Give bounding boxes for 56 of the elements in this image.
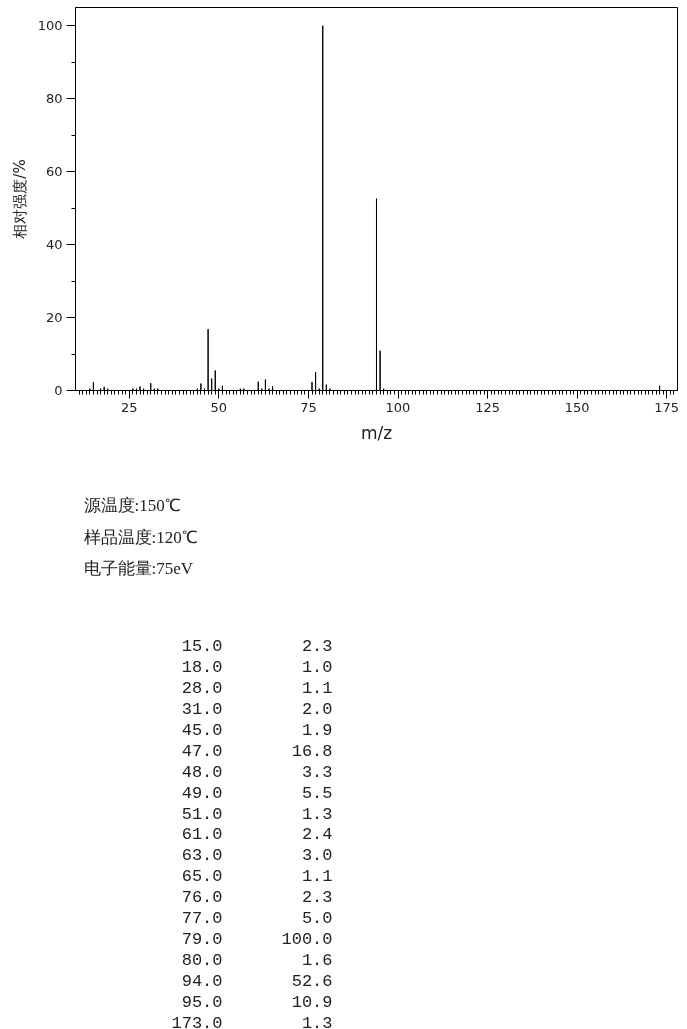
y-axis-title: 相对强度/% [10,159,29,239]
x-axis-title: m/z [360,422,393,443]
text: 2.4 [301,825,333,845]
text: 52.6 [291,972,333,992]
text: 5.0 [301,909,333,929]
text: 173.0 [171,1013,223,1029]
x-tick-label: 150 [564,399,590,415]
text: 电子能量:75eV [83,559,194,578]
text: 3.0 [301,846,333,866]
text: 3.3 [301,762,333,782]
text: 18.0 [181,657,223,677]
text: 2.3 [301,637,333,656]
text: 1.1 [301,678,333,698]
x-tick-label: 100 [385,399,411,415]
x-tick-label: 75 [300,399,317,415]
text: 1.0 [301,657,333,677]
text: 样品温度:120℃ [83,527,198,547]
text: 45.0 [181,720,223,740]
text: 95.0 [181,992,223,1012]
y-tick-label: 60 [45,164,63,180]
text: 63.0 [181,846,223,866]
x-tick-label: 50 [210,399,228,415]
y-tick-label: 40 [45,237,63,253]
y-tick-label: 80 [45,91,63,107]
x-tick-label: 25 [120,399,138,415]
text: 48.0 [181,762,223,782]
text: 65.0 [181,867,223,887]
text: 16.8 [291,741,333,761]
x-tick-label: 175 [654,399,680,415]
text: 79.0 [181,930,223,950]
text: 1.3 [301,804,333,824]
x-tick-label: 125 [475,399,500,415]
text: 77.0 [181,909,223,929]
y-tick-label: 0 [54,383,63,398]
text: 100.0 [281,930,333,950]
text: 49.0 [181,783,223,803]
text: 51.0 [181,804,223,824]
text: 80.0 [181,951,223,971]
y-tick-label: 100 [37,18,63,34]
text: 2.3 [301,888,333,908]
text: 28.0 [181,678,223,698]
text: 1.9 [301,720,333,740]
text: 10.9 [291,992,333,1012]
text: 76.0 [181,888,223,908]
text: 47.0 [181,741,223,761]
text: 15.0 [181,637,223,656]
text: 5.5 [301,783,333,803]
text: 31.0 [181,699,223,719]
text: 1.6 [301,951,333,971]
text: 2.0 [301,699,333,719]
text: 1.1 [301,867,333,887]
text: 61.0 [181,825,223,845]
text: 94.0 [181,972,223,992]
text: 源温度:150℃ [83,496,181,515]
text: 1.3 [301,1013,333,1029]
y-tick-label: 20 [45,310,63,326]
